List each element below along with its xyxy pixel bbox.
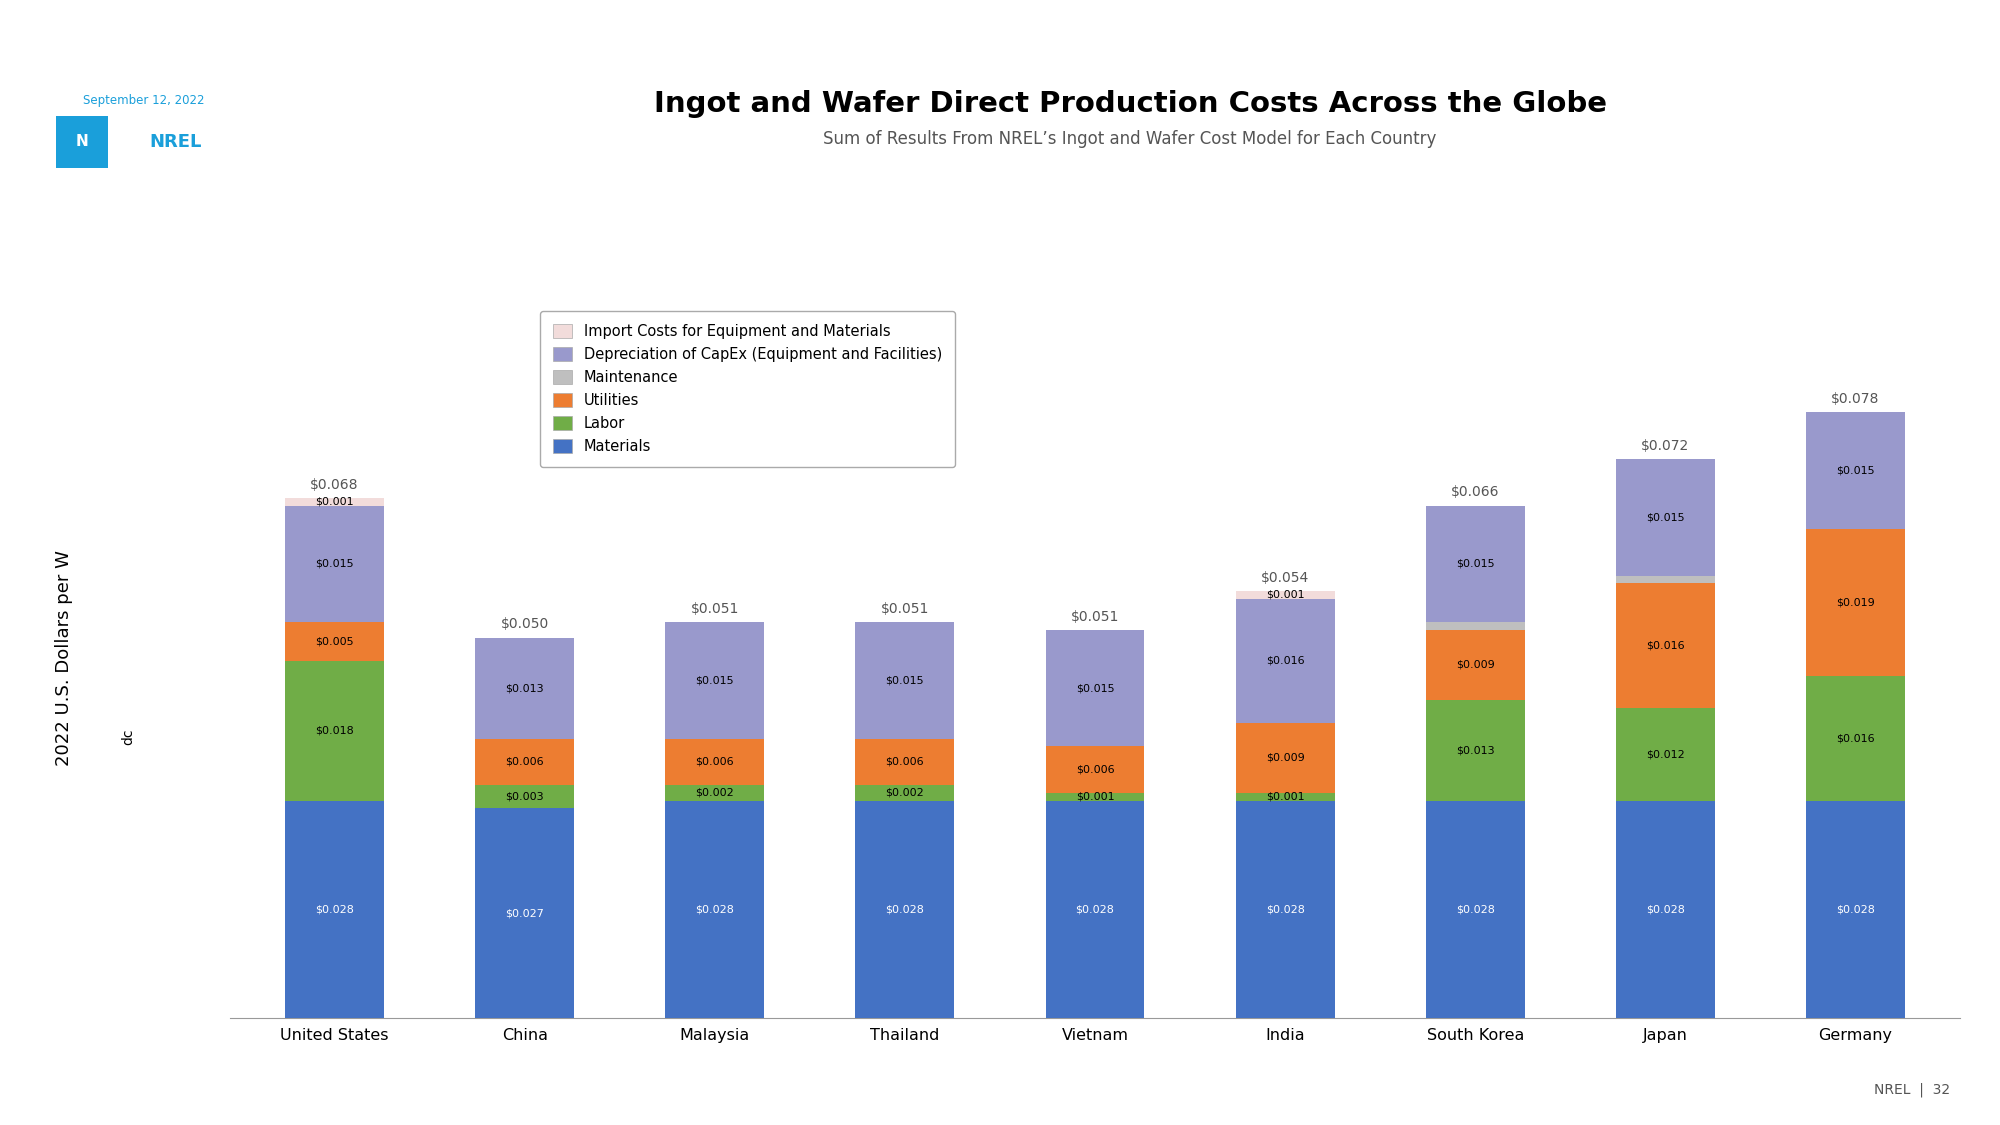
Text: $0.027: $0.027 [506,908,544,918]
Text: $0.066: $0.066 [1450,485,1500,500]
Text: $0.003: $0.003 [506,792,544,802]
Text: $0.028: $0.028 [886,904,924,915]
Bar [1426,700,1524,801]
Text: $0.006: $0.006 [696,757,734,767]
Text: $0.005: $0.005 [316,637,354,647]
Text: $0.009: $0.009 [1266,753,1304,763]
Text: $0.051: $0.051 [690,602,738,615]
Text: $0.015: $0.015 [316,559,354,569]
Bar [56,116,108,168]
Text: $0.028: $0.028 [1646,904,1684,915]
Text: NREL  |  32: NREL | 32 [1874,1082,1950,1097]
Bar [1426,622,1524,630]
Text: Summary of Results from NREL’s Bottom-Up Cost Models: Summary of Results from NREL’s Bottom-Up… [200,40,1800,89]
Bar [1616,576,1714,583]
Bar [666,739,764,785]
Bar [1236,801,1334,1018]
Text: $0.028: $0.028 [1836,904,1874,915]
Text: $0.050: $0.050 [500,618,548,631]
Text: $0.015: $0.015 [1456,559,1494,569]
Text: $0.013: $0.013 [1456,745,1494,755]
Bar [1046,793,1144,801]
Text: $0.013: $0.013 [506,683,544,693]
Text: $0.018: $0.018 [316,726,354,736]
Bar [856,622,954,739]
Bar [1616,583,1714,708]
Text: $0.051: $0.051 [1070,610,1120,623]
Bar [666,801,764,1018]
Text: Ingot and Wafer Direct Production Costs Across the Globe: Ingot and Wafer Direct Production Costs … [654,90,1606,118]
Text: NREL: NREL [150,133,202,151]
Bar [286,801,384,1018]
Bar [1426,801,1524,1018]
Text: $0.016: $0.016 [1266,656,1304,666]
Text: $0.002: $0.002 [696,788,734,798]
Bar [666,785,764,801]
Bar [1426,630,1524,700]
Text: N: N [76,134,88,150]
Bar [1046,746,1144,793]
Text: $0.015: $0.015 [696,675,734,685]
Bar [856,785,954,801]
Text: $0.015: $0.015 [1076,683,1114,693]
Bar [856,739,954,785]
Text: $0.016: $0.016 [1646,640,1684,650]
Bar [1806,529,1904,676]
Text: dc: dc [120,729,136,745]
Text: $0.028: $0.028 [696,904,734,915]
Bar [1806,413,1904,529]
Bar [1236,598,1334,723]
Bar [1616,801,1714,1018]
Bar [1046,801,1144,1018]
Text: $0.028: $0.028 [1266,904,1304,915]
Text: September 12, 2022: September 12, 2022 [84,93,204,107]
Bar [1426,505,1524,622]
Text: $0.072: $0.072 [1642,439,1690,453]
Text: $0.019: $0.019 [1836,597,1874,608]
Bar [286,505,384,622]
Bar [1236,723,1334,793]
Text: $0.001: $0.001 [1266,792,1304,802]
Text: $0.028: $0.028 [1076,904,1114,915]
Text: $0.002: $0.002 [886,788,924,798]
Text: $0.001: $0.001 [1076,792,1114,802]
Bar [286,498,384,505]
Text: $0.028: $0.028 [1456,904,1494,915]
Text: 2022 U.S. Dollars per W: 2022 U.S. Dollars per W [54,550,72,766]
Text: $0.051: $0.051 [880,602,930,615]
Text: $0.078: $0.078 [1832,393,1880,406]
Bar [1236,793,1334,801]
Bar [1616,708,1714,801]
Bar [666,622,764,739]
Text: $0.006: $0.006 [1076,765,1114,775]
Text: $0.054: $0.054 [1260,570,1310,585]
Text: $0.028: $0.028 [316,904,354,915]
Bar [1236,591,1334,598]
Bar [476,785,574,809]
Bar [1046,630,1144,746]
Bar [1616,459,1714,576]
Bar [1806,801,1904,1018]
Bar [476,809,574,1018]
Bar [286,622,384,660]
Text: $0.016: $0.016 [1836,734,1874,744]
Text: $0.015: $0.015 [1836,466,1874,476]
Bar [476,638,574,739]
Text: $0.015: $0.015 [886,675,924,685]
Text: $0.006: $0.006 [886,757,924,767]
Text: $0.001: $0.001 [1266,590,1304,600]
Bar [476,739,574,785]
Bar [856,801,954,1018]
Text: $0.012: $0.012 [1646,749,1684,759]
Text: $0.009: $0.009 [1456,660,1494,669]
Text: $0.015: $0.015 [1646,512,1684,522]
Text: $0.068: $0.068 [310,478,358,492]
Text: Sum of Results From NREL’s Ingot and Wafer Cost Model for Each Country: Sum of Results From NREL’s Ingot and Waf… [824,130,1436,148]
Legend: Import Costs for Equipment and Materials, Depreciation of CapEx (Equipment and F: Import Costs for Equipment and Materials… [540,310,956,467]
Bar [1806,676,1904,801]
Bar [286,660,384,801]
Text: $0.001: $0.001 [316,497,354,506]
Text: $0.006: $0.006 [506,757,544,767]
